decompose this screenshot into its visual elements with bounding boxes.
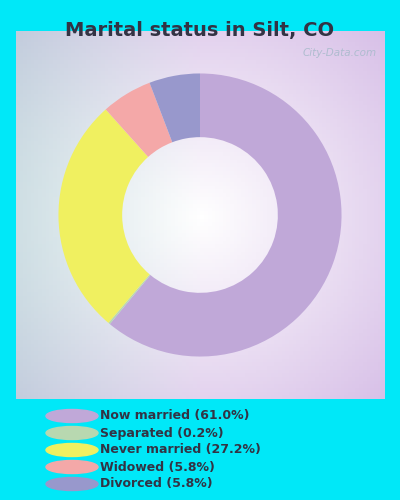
- Text: Widowed (5.8%): Widowed (5.8%): [100, 460, 215, 473]
- Text: Now married (61.0%): Now married (61.0%): [100, 410, 250, 422]
- Circle shape: [46, 426, 98, 440]
- Text: City-Data.com: City-Data.com: [303, 48, 377, 58]
- Circle shape: [46, 410, 98, 422]
- Circle shape: [46, 444, 98, 456]
- Text: Marital status in Silt, CO: Marital status in Silt, CO: [66, 21, 334, 40]
- Wedge shape: [150, 74, 200, 142]
- Circle shape: [46, 460, 98, 473]
- Text: Never married (27.2%): Never married (27.2%): [100, 444, 261, 456]
- Wedge shape: [110, 74, 342, 356]
- Wedge shape: [58, 110, 150, 323]
- Circle shape: [46, 478, 98, 490]
- Text: Divorced (5.8%): Divorced (5.8%): [100, 478, 213, 490]
- Text: Separated (0.2%): Separated (0.2%): [100, 426, 224, 440]
- Wedge shape: [108, 274, 150, 324]
- Wedge shape: [106, 83, 172, 157]
